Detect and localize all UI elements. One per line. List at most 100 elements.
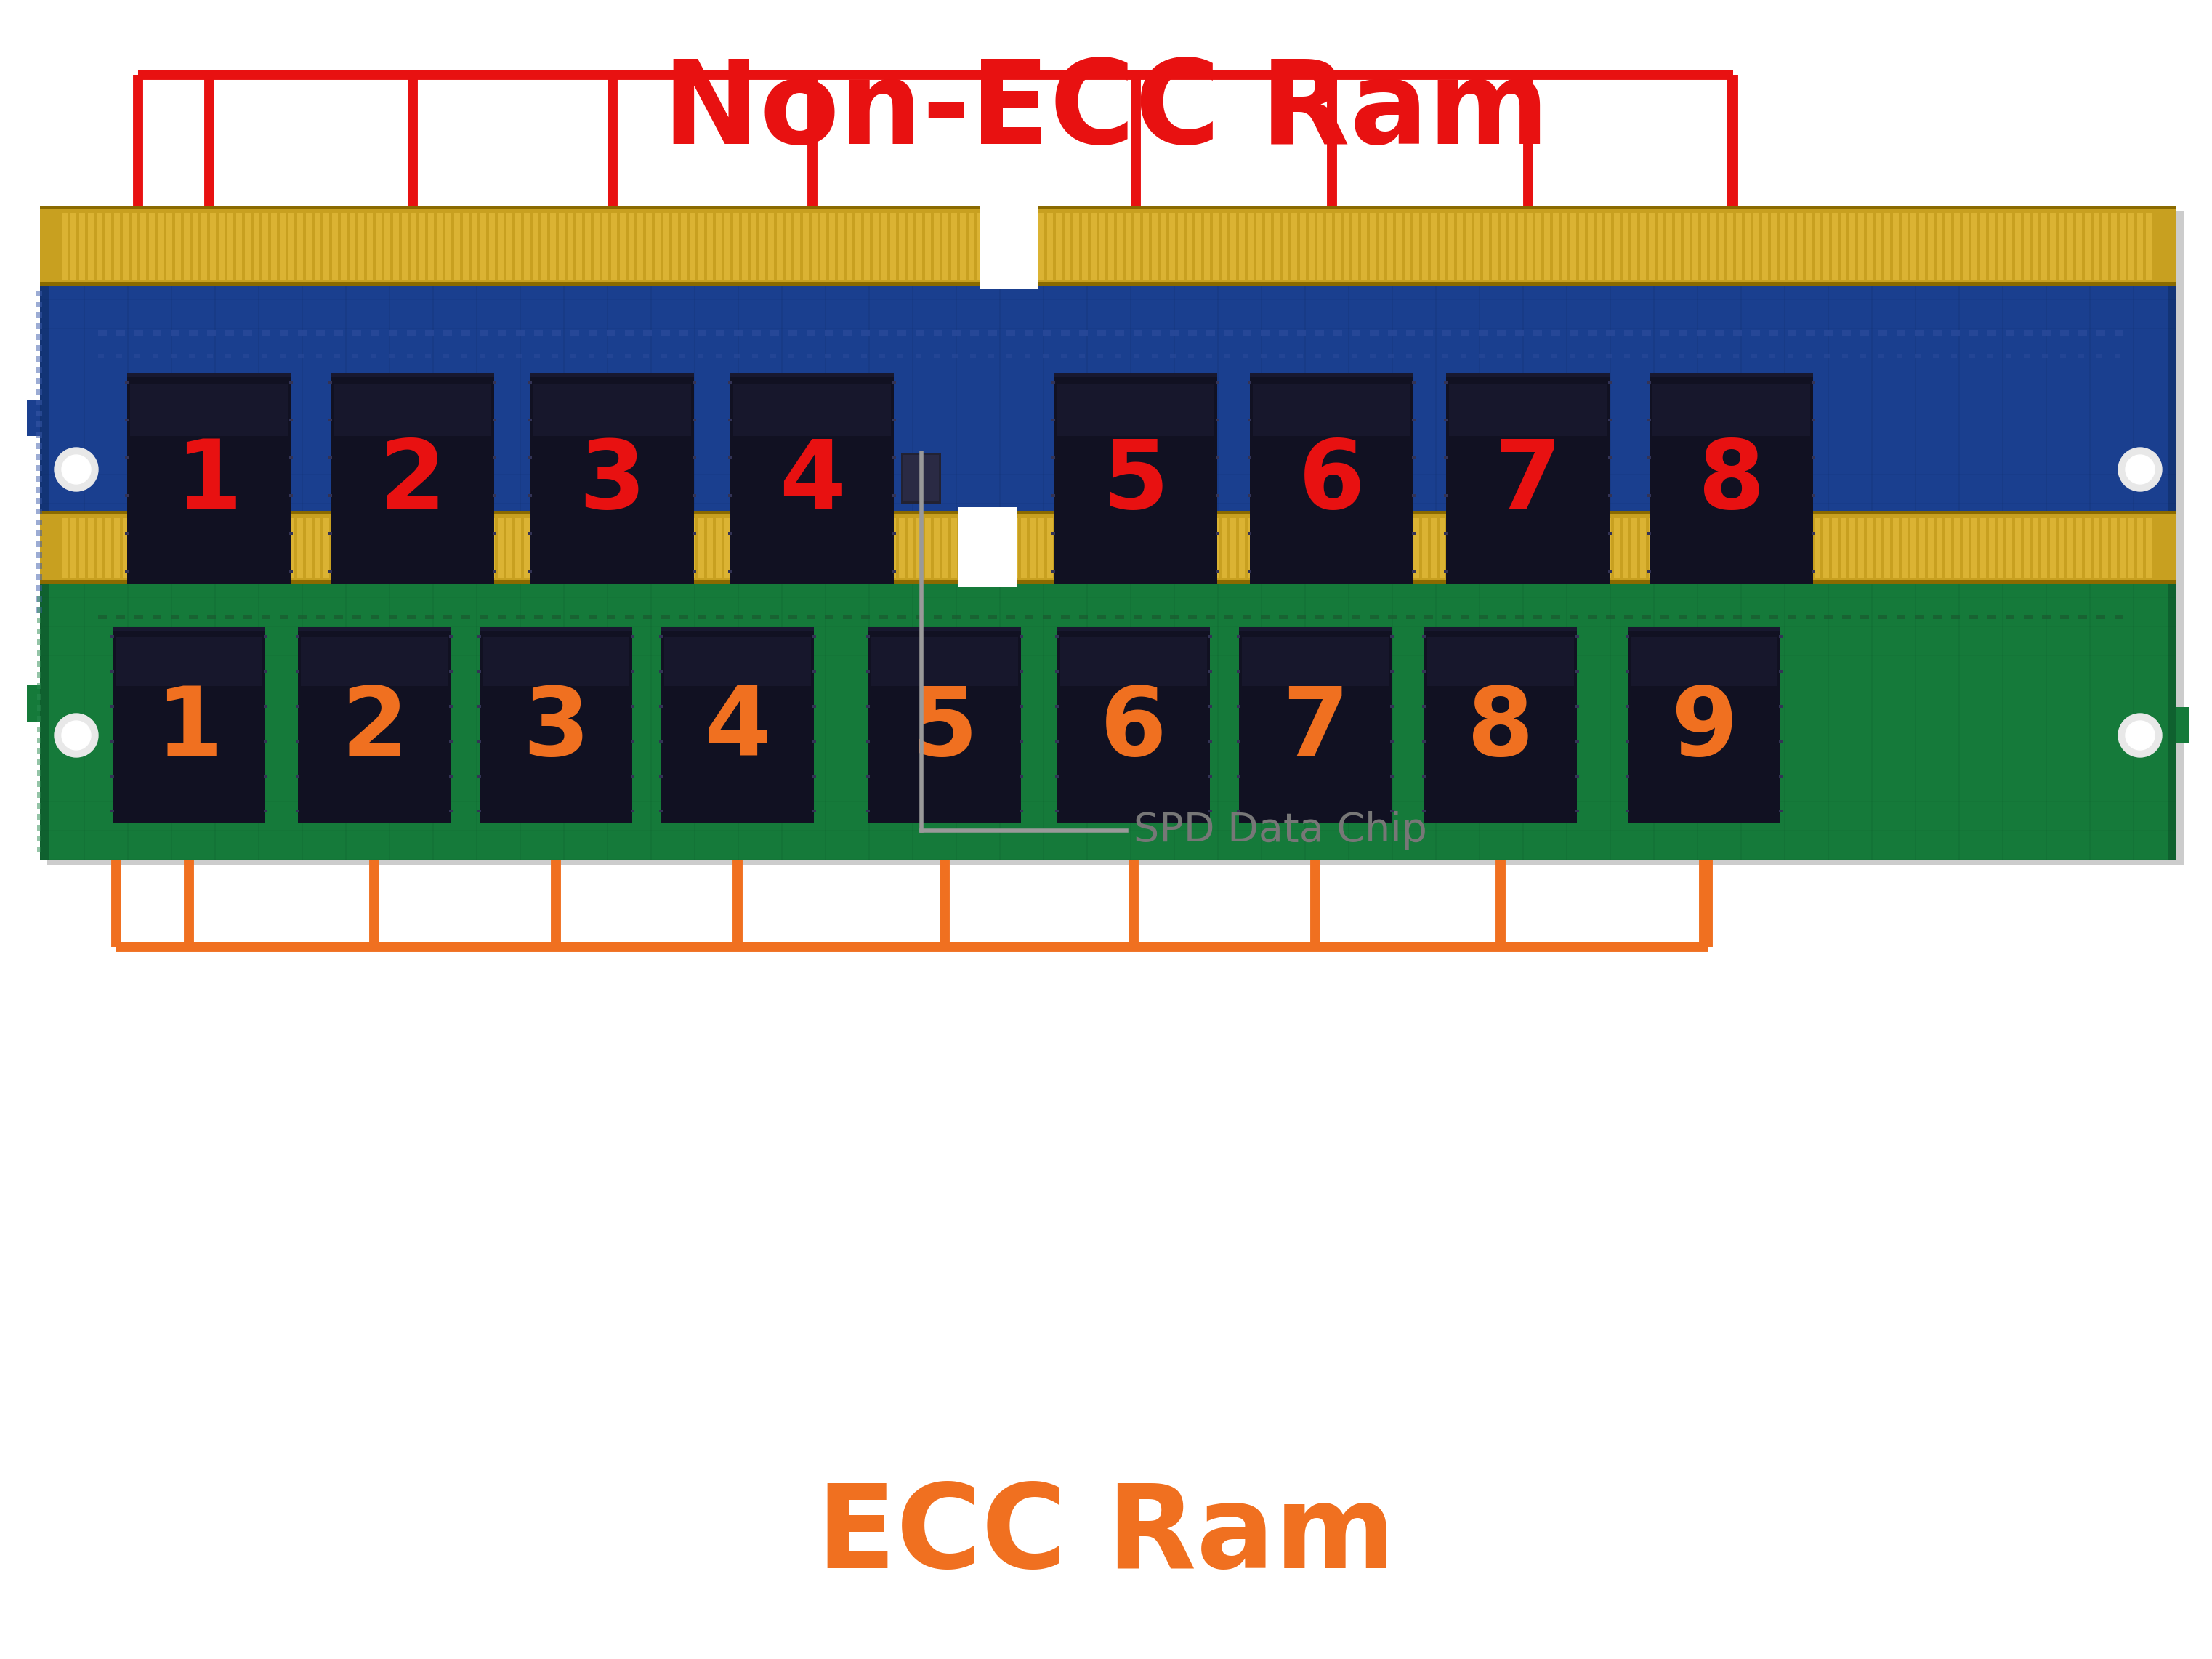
Bar — [529, 382, 531, 383]
Text: 8: 8 — [1699, 436, 1765, 529]
Bar — [1553, 518, 1559, 577]
Bar — [2146, 212, 2152, 280]
Bar — [1515, 615, 1524, 619]
Bar — [1551, 330, 1559, 335]
Bar — [1239, 212, 1245, 280]
Bar — [1701, 212, 1708, 280]
Bar — [869, 627, 1022, 632]
Bar — [1389, 775, 1394, 778]
Bar — [606, 330, 615, 335]
Bar — [1482, 212, 1489, 280]
Bar — [27, 400, 40, 436]
Bar — [1447, 373, 1610, 584]
Bar — [1225, 330, 1232, 335]
Bar — [478, 705, 480, 708]
Bar — [1316, 615, 1325, 619]
Bar — [106, 212, 111, 280]
Bar — [1360, 518, 1367, 577]
Bar — [1679, 353, 1683, 358]
Bar — [1352, 353, 1358, 358]
Bar — [1971, 212, 1978, 280]
Bar — [916, 518, 922, 577]
Bar — [1606, 518, 1610, 577]
Bar — [1274, 518, 1281, 577]
Bar — [1208, 635, 1212, 639]
Bar — [1823, 212, 1829, 280]
Bar — [933, 330, 942, 335]
Bar — [254, 212, 259, 280]
Bar — [1352, 615, 1360, 619]
Bar — [1413, 212, 1420, 280]
Bar — [97, 212, 102, 280]
Bar — [1951, 615, 1960, 619]
Bar — [111, 775, 115, 778]
Bar — [1812, 569, 1816, 572]
Bar — [838, 518, 843, 577]
Bar — [664, 518, 670, 577]
Bar — [750, 212, 757, 280]
Bar — [1411, 533, 1416, 534]
Bar — [925, 518, 931, 577]
Bar — [1425, 615, 1433, 619]
Bar — [960, 518, 967, 577]
Bar — [290, 382, 292, 383]
Bar — [126, 373, 290, 377]
Bar — [188, 330, 197, 335]
Bar — [40, 209, 2177, 282]
Bar — [1626, 740, 1630, 743]
Bar — [1606, 212, 1610, 280]
Bar — [372, 330, 378, 335]
Bar — [867, 705, 869, 708]
Bar — [1360, 212, 1367, 280]
Bar — [1650, 373, 1814, 584]
Bar — [2051, 212, 2055, 280]
Bar — [1237, 705, 1241, 708]
Bar — [2128, 518, 2135, 577]
Bar — [1849, 518, 1856, 577]
Bar — [1152, 518, 1157, 577]
Bar — [296, 810, 299, 813]
Bar — [1893, 518, 1898, 577]
Bar — [243, 353, 250, 358]
Bar — [1378, 212, 1385, 280]
Bar — [478, 740, 480, 743]
Bar — [1480, 330, 1486, 335]
Bar — [728, 533, 732, 534]
Bar — [989, 353, 993, 358]
Bar — [768, 518, 774, 577]
Bar — [1256, 518, 1263, 577]
Bar — [358, 518, 365, 577]
Bar — [807, 330, 816, 335]
Bar — [46, 516, 2183, 866]
Bar — [288, 212, 294, 280]
Text: 4: 4 — [779, 436, 845, 529]
Bar — [1714, 353, 1721, 358]
Bar — [1208, 740, 1212, 743]
Bar — [126, 569, 128, 572]
Bar — [480, 627, 633, 823]
Circle shape — [62, 722, 91, 750]
Bar — [131, 518, 137, 577]
Bar — [341, 212, 347, 280]
Bar — [117, 615, 126, 619]
Bar — [659, 635, 664, 639]
Bar — [1679, 615, 1688, 619]
Bar — [1896, 330, 1905, 335]
Bar — [35, 455, 42, 460]
Bar — [1079, 353, 1084, 358]
Bar — [1648, 569, 1650, 572]
Bar — [900, 453, 940, 504]
Bar — [1310, 518, 1314, 577]
Bar — [1387, 518, 1394, 577]
Bar — [38, 693, 42, 700]
Bar — [35, 586, 42, 591]
Bar — [420, 518, 425, 577]
Bar — [1318, 518, 1323, 577]
Bar — [170, 353, 177, 358]
Bar — [2128, 212, 2135, 280]
Bar — [708, 212, 712, 280]
Bar — [148, 518, 155, 577]
Bar — [376, 518, 380, 577]
Bar — [728, 382, 732, 383]
Bar — [425, 353, 431, 358]
